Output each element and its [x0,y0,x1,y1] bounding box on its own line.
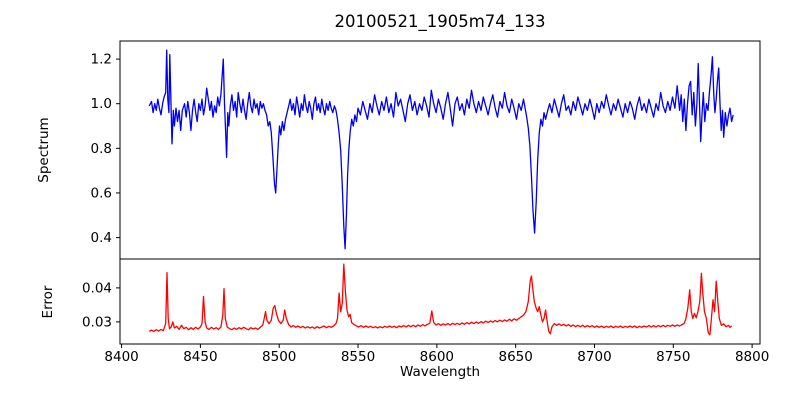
axes-spines [119,258,761,345]
error-line [148,263,733,336]
spectrum-line [148,49,734,250]
x-tick-label: 8550 [341,349,375,365]
y-tick-label: 0.8 [91,141,112,157]
axes-spines [119,40,761,260]
x-tick-label: 8750 [656,349,690,365]
y-tick-label: 1.0 [91,96,112,112]
y-tick-label: 1.2 [91,52,112,68]
y-tick-label: 0.4 [91,230,112,246]
x-tick-label: 8600 [420,349,454,365]
spectrum-y-axis-label: Spectrum [36,117,52,183]
chart-title: 20100521_1905m74_133 [334,12,546,31]
y-tick-label: 0.03 [82,314,112,330]
y-tick-label: 0.04 [82,280,112,296]
x-tick-label: 8700 [577,349,611,365]
x-tick-label: 8800 [735,349,769,365]
x-axis-label: Wavelength [399,364,481,380]
x-tick-label: 8500 [262,349,296,365]
x-tick-label: 8650 [498,349,532,365]
y-tick-label: 0.6 [91,185,112,201]
x-tick-label: 8400 [104,349,138,365]
error-y-axis-label: Error [40,285,56,319]
x-tick-label: 8450 [183,349,217,365]
